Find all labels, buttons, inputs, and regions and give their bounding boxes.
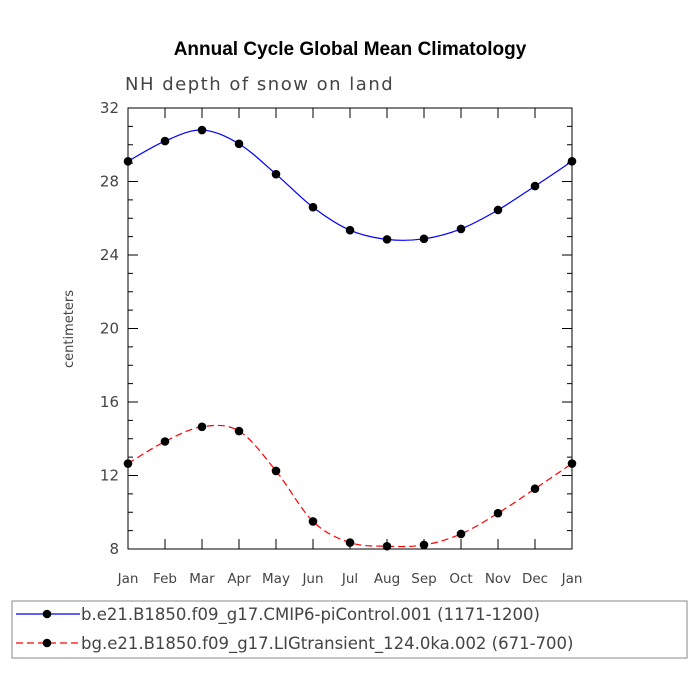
legend-label-2: bg.e21.B1850.f09_g17.LIGtransient_124.0k… <box>81 634 574 654</box>
series-2-point <box>160 437 170 446</box>
x-tick-label: Apr <box>227 571 251 587</box>
legend-marker-2 <box>42 638 52 648</box>
y-tick-labels: 8 12 16 20 24 28 32 <box>100 99 119 558</box>
y-tick-label: 16 <box>100 393 119 411</box>
series-2-point <box>308 517 318 526</box>
x-tick-label: Aug <box>374 571 400 587</box>
series-line-2 <box>127 424 573 548</box>
x-tick-label: Oct <box>449 571 472 587</box>
x-tick-label: Feb <box>153 571 177 587</box>
series-2-point <box>530 484 540 494</box>
series-line-1 <box>127 129 573 241</box>
series-2-point <box>234 426 244 436</box>
x-tick-labels: Jan Feb Mar Apr May Jun Jul Aug Sep Oct Nov Dec Jan <box>117 571 583 587</box>
series-1-point <box>123 156 133 166</box>
series-1-point <box>567 156 577 166</box>
legend: b.e21.B1850.f09_g17.CMIP6-piControl.001 … <box>16 605 574 654</box>
legend-box <box>11 600 688 659</box>
y-tick-label: 12 <box>100 467 119 485</box>
x-tick-label: Jan <box>561 571 583 587</box>
y-tick-label: 24 <box>100 246 119 264</box>
series-2-point <box>419 540 429 550</box>
series-2-point <box>197 422 207 432</box>
series-1-point <box>530 181 540 191</box>
series-1-point <box>493 205 503 215</box>
series-2-point <box>567 459 577 468</box>
x-tick-label: May <box>262 571 290 587</box>
series-2-point <box>493 508 503 518</box>
series-1-point <box>456 224 466 234</box>
x-tick-label: Sep <box>411 571 436 587</box>
y-axis-label: centimeters <box>62 290 77 368</box>
y-tick-label: 20 <box>100 320 119 338</box>
x-tick-label: Dec <box>522 571 548 587</box>
series-1-point <box>419 234 429 244</box>
y-tick-label: 32 <box>100 99 119 117</box>
y-tick-label: 28 <box>100 173 119 191</box>
series-1-point <box>308 202 318 212</box>
series-2-point <box>123 459 133 468</box>
axis-ticks <box>127 107 573 550</box>
series-2-point <box>271 466 281 476</box>
series-2-point <box>456 529 466 539</box>
x-tick-label: Jan <box>117 571 139 587</box>
x-tick-label: Jun <box>301 571 323 587</box>
series-1-point <box>382 235 392 244</box>
legend-marker-1 <box>42 609 52 619</box>
y-tick-label: 8 <box>109 540 119 558</box>
series-1-point <box>234 139 244 149</box>
series-2-point <box>382 541 392 551</box>
chart-subtitle: NH depth of snow on land <box>125 74 394 95</box>
x-tick-label: Mar <box>189 571 215 587</box>
x-tick-label: Nov <box>485 571 511 587</box>
series-1-point <box>271 169 281 179</box>
data-series <box>123 125 577 551</box>
legend-label-1: b.e21.B1850.f09_g17.CMIP6-piControl.001 … <box>81 605 540 625</box>
x-tick-label: Jul <box>341 571 358 587</box>
series-1-point <box>345 225 355 235</box>
series-1-point <box>197 125 207 135</box>
chart-title: Annual Cycle Global Mean Climatology <box>174 39 527 60</box>
series-1-point <box>160 136 170 146</box>
series-2-point <box>345 538 355 547</box>
plot-frame <box>127 107 573 550</box>
